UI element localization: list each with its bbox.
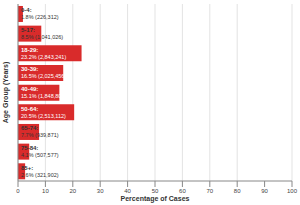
svg-text:85+:: 85+: bbox=[21, 165, 33, 171]
svg-text:15.1% (1,848,803): 15.1% (1,848,803) bbox=[21, 93, 66, 99]
svg-text:20: 20 bbox=[69, 188, 76, 194]
svg-text:16.5% (2,025,456): 16.5% (2,025,456) bbox=[21, 73, 66, 79]
svg-text:50: 50 bbox=[152, 188, 159, 194]
svg-text:60: 60 bbox=[179, 188, 186, 194]
svg-text:7.7% (939,871): 7.7% (939,871) bbox=[21, 132, 59, 138]
svg-text:10: 10 bbox=[42, 188, 49, 194]
svg-text:Age Group (Years): Age Group (Years) bbox=[8, 62, 10, 123]
svg-text:23.2% (2,843,241): 23.2% (2,843,241) bbox=[21, 54, 66, 60]
svg-text:75-84:: 75-84: bbox=[21, 145, 38, 151]
svg-text:90: 90 bbox=[261, 188, 268, 194]
svg-text:50-64:: 50-64: bbox=[21, 106, 38, 112]
svg-text:20.5% (2,513,112): 20.5% (2,513,112) bbox=[21, 113, 66, 119]
svg-text:70: 70 bbox=[206, 188, 213, 194]
svg-text:1.8% (226,312): 1.8% (226,312) bbox=[21, 14, 59, 20]
svg-text:40-49:: 40-49: bbox=[21, 86, 38, 92]
svg-text:5-17:: 5-17: bbox=[21, 27, 35, 33]
svg-text:80: 80 bbox=[234, 188, 241, 194]
svg-text:0: 0 bbox=[16, 188, 20, 194]
svg-text:30: 30 bbox=[97, 188, 104, 194]
svg-text:30-39:: 30-39: bbox=[21, 66, 38, 72]
svg-text:65-74:: 65-74: bbox=[21, 125, 38, 131]
svg-text:8.5% (1,041,026): 8.5% (1,041,026) bbox=[21, 34, 63, 40]
svg-text:18-29:: 18-29: bbox=[21, 47, 38, 53]
svg-text:40: 40 bbox=[124, 188, 131, 194]
svg-text:2.6% (321,902): 2.6% (321,902) bbox=[21, 172, 59, 178]
svg-text:100: 100 bbox=[287, 188, 292, 194]
svg-text:0-4:: 0-4: bbox=[21, 7, 32, 13]
svg-text:Percentage of Cases: Percentage of Cases bbox=[121, 195, 190, 203]
svg-text:4.1% (507,577): 4.1% (507,577) bbox=[21, 152, 59, 158]
